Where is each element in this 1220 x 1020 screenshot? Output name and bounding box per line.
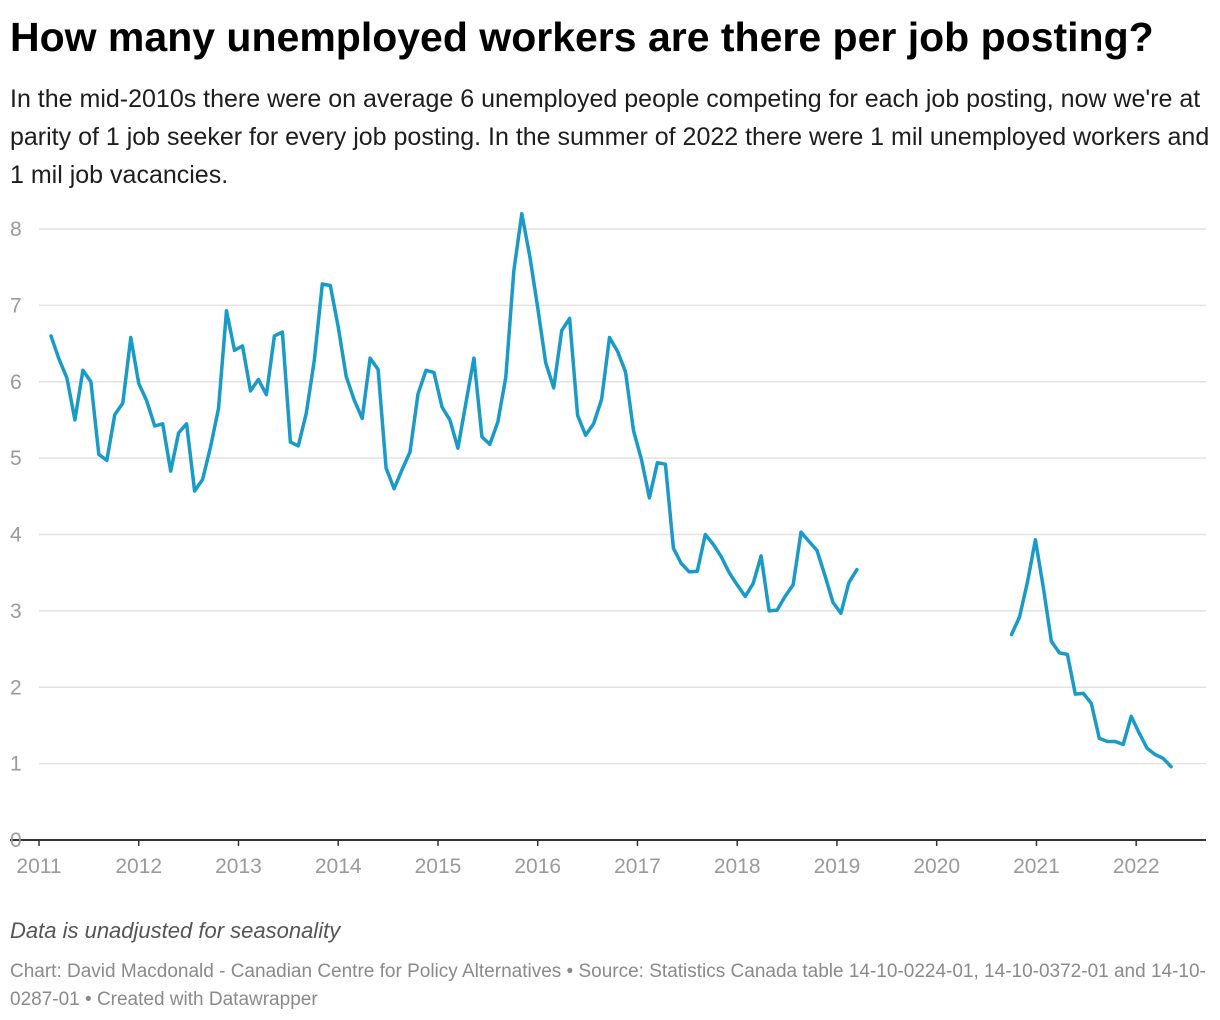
seasonality-note: Data is unadjusted for seasonality [10, 918, 341, 943]
y-axis-ticks: 0 1 2 3 4 5 6 7 8 [10, 218, 22, 852]
y-tick-label: 6 [10, 371, 22, 394]
y-tick-label: 0 [10, 829, 22, 852]
y-tick-label: 7 [10, 294, 22, 317]
y-tick-label: 4 [10, 524, 22, 547]
chart-subtitle: In the mid-2010s there were on average 6… [10, 85, 1210, 189]
x-tick-label: 2013 [215, 855, 262, 878]
x-tick-label: 2012 [115, 855, 162, 878]
series-line-segment-1 [49, 211, 859, 615]
x-tick-label: 2019 [814, 855, 861, 878]
y-tick-label: 2 [10, 676, 22, 699]
x-tick-label: 2020 [913, 855, 960, 878]
x-tick-label: 2022 [1113, 855, 1160, 878]
x-tick-label: 2014 [315, 855, 362, 878]
x-axis-ticks: 2011 2012 2013 2014 2015 2016 2017 2018 2019 2020… [16, 840, 1160, 878]
x-tick-label: 2016 [514, 855, 561, 878]
source-credit: Chart: David Macdonald - Canadian Centre… [10, 961, 1206, 1010]
x-tick-label: 2017 [614, 855, 661, 878]
series-lines [49, 211, 1173, 769]
chart-title: How many unemployed workers are there pe… [10, 14, 1154, 60]
series-line-segment-2 [1009, 538, 1173, 769]
y-tick-label: 1 [10, 753, 22, 776]
y-tick-label: 8 [10, 218, 22, 241]
gridlines [10, 228, 1206, 841]
y-tick-label: 3 [10, 600, 22, 623]
x-tick-label: 2018 [714, 855, 761, 878]
y-tick-label: 5 [10, 447, 22, 470]
x-tick-label: 2015 [415, 855, 462, 878]
x-tick-label: 2021 [1013, 855, 1060, 878]
x-tick-label: 2011 [16, 855, 61, 878]
